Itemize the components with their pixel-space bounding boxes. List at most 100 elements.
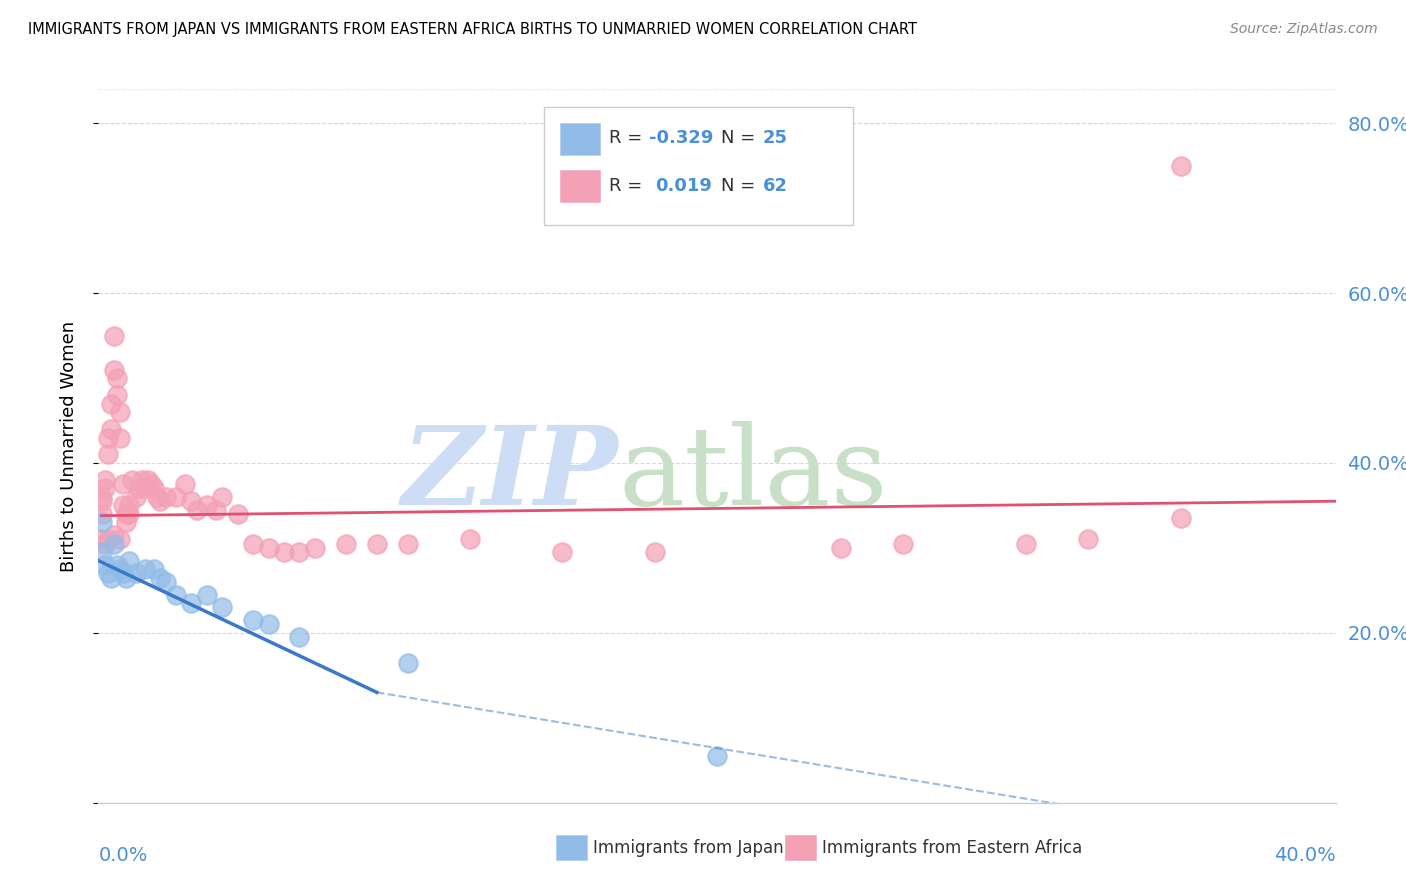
FancyBboxPatch shape [785, 835, 815, 860]
Point [242, 613, 264, 627]
Point [103, 328, 125, 343]
Y-axis label: Births to Unmarried Women: Births to Unmarried Women [59, 320, 77, 572]
Point [830, 541, 852, 555]
Text: N =: N = [721, 128, 761, 146]
Point [112, 477, 135, 491]
Point [103, 362, 125, 376]
FancyBboxPatch shape [560, 123, 599, 155]
Point [112, 566, 135, 581]
Text: Source: ZipAtlas.com: Source: ZipAtlas.com [1230, 22, 1378, 37]
Point [205, 502, 228, 516]
Point [112, 499, 135, 513]
Point [124, 566, 146, 581]
Point [288, 630, 311, 644]
Point [165, 490, 187, 504]
Point [143, 482, 166, 496]
Point [396, 537, 419, 551]
Point [195, 499, 218, 513]
Point [90, 545, 112, 559]
Point [211, 490, 233, 504]
Point [136, 473, 159, 487]
Text: atlas: atlas [619, 421, 887, 528]
Point [108, 533, 131, 547]
Point [139, 477, 162, 491]
Point [304, 541, 326, 555]
Text: Immigrants from Japan: Immigrants from Japan [593, 838, 785, 856]
Point [90, 494, 112, 508]
Point [458, 533, 481, 547]
Text: 40.0%: 40.0% [1274, 846, 1336, 864]
Point [115, 507, 138, 521]
Point [211, 600, 233, 615]
Point [93, 482, 115, 496]
Point [155, 490, 177, 504]
Point [257, 617, 280, 632]
Point [97, 533, 120, 547]
Point [706, 749, 728, 764]
Point [226, 507, 249, 521]
Point [149, 571, 172, 585]
Point [100, 571, 122, 585]
Point [174, 477, 197, 491]
Point [118, 554, 141, 568]
Point [108, 405, 131, 419]
Point [97, 566, 120, 581]
Point [366, 537, 388, 551]
Text: 25: 25 [763, 128, 787, 146]
Point [195, 588, 218, 602]
Point [100, 422, 122, 436]
Text: ZIP: ZIP [402, 421, 619, 528]
Point [146, 490, 169, 504]
Point [551, 545, 574, 559]
Point [90, 507, 112, 521]
Point [105, 371, 128, 385]
Text: N =: N = [721, 177, 761, 194]
Point [118, 499, 141, 513]
Point [115, 516, 138, 530]
Point [90, 533, 112, 547]
Point [257, 541, 280, 555]
Point [97, 448, 120, 462]
Point [644, 545, 666, 559]
Point [93, 537, 115, 551]
Point [155, 574, 177, 589]
Point [180, 596, 202, 610]
Point [97, 430, 120, 444]
Point [131, 473, 153, 487]
Point [93, 473, 115, 487]
Text: R =: R = [609, 177, 654, 194]
Point [90, 516, 112, 530]
Point [118, 507, 141, 521]
Text: 62: 62 [763, 177, 787, 194]
Point [288, 545, 311, 559]
Text: -0.329: -0.329 [650, 128, 713, 146]
FancyBboxPatch shape [560, 169, 599, 202]
Point [108, 562, 131, 576]
Point [103, 537, 125, 551]
Point [115, 571, 138, 585]
Point [128, 482, 150, 496]
Point [134, 482, 156, 496]
Point [180, 494, 202, 508]
Point [1170, 159, 1192, 173]
FancyBboxPatch shape [544, 107, 853, 225]
Text: R =: R = [609, 128, 648, 146]
Point [105, 388, 128, 402]
Point [186, 502, 208, 516]
Point [121, 473, 143, 487]
Point [242, 537, 264, 551]
Point [165, 588, 187, 602]
Point [396, 656, 419, 670]
Point [108, 430, 131, 444]
Point [1077, 533, 1099, 547]
Point [103, 528, 125, 542]
Text: 0.019: 0.019 [655, 177, 711, 194]
Point [124, 490, 146, 504]
Text: IMMIGRANTS FROM JAPAN VS IMMIGRANTS FROM EASTERN AFRICA BIRTHS TO UNMARRIED WOME: IMMIGRANTS FROM JAPAN VS IMMIGRANTS FROM… [28, 22, 917, 37]
Point [105, 558, 128, 572]
Text: Immigrants from Eastern Africa: Immigrants from Eastern Africa [823, 838, 1083, 856]
Point [891, 537, 914, 551]
Point [1170, 511, 1192, 525]
Text: 0.0%: 0.0% [98, 846, 148, 864]
Point [149, 494, 172, 508]
